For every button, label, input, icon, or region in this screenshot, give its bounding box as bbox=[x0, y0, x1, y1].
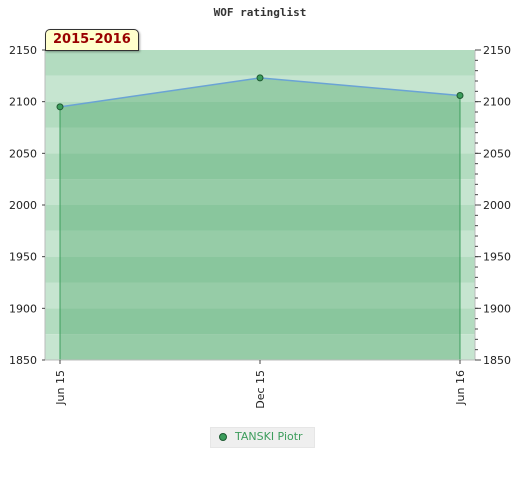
axes: 1850 1850 1900 1900 1950 1950 2000 2000 2050 2050… bbox=[9, 44, 511, 367]
band bbox=[45, 50, 475, 76]
band bbox=[45, 230, 475, 257]
y-tick-label-right: 2050 bbox=[483, 147, 511, 160]
data-point bbox=[56, 103, 64, 111]
x-tick-label: Dec 15 bbox=[254, 370, 267, 409]
y-tick-label-left: 1950 bbox=[9, 251, 37, 264]
season-badge: 2015-2016 bbox=[45, 29, 139, 51]
chart-title: WOF ratinglist bbox=[213, 6, 307, 19]
y-tick-label-right: 2150 bbox=[483, 44, 511, 57]
data-points bbox=[56, 74, 464, 111]
band bbox=[45, 308, 475, 335]
band bbox=[45, 153, 475, 180]
x-axis-labels: Jun 15 Dec 15 Jun 16 bbox=[54, 360, 467, 409]
y-tick-label-left: 2150 bbox=[9, 44, 37, 57]
series-area bbox=[59, 77, 461, 361]
y-tick-label-left: 2000 bbox=[9, 199, 37, 212]
band bbox=[45, 179, 475, 205]
legend-marker-icon bbox=[219, 433, 227, 441]
series-area-fill bbox=[60, 77, 460, 361]
band bbox=[45, 127, 475, 154]
x-tick-label: Jun 15 bbox=[54, 370, 67, 406]
data-point bbox=[256, 74, 264, 82]
band bbox=[45, 282, 475, 309]
y-tick-label-left: 2100 bbox=[9, 96, 37, 109]
y-tick-label-left: 2050 bbox=[9, 147, 37, 160]
background-bands bbox=[45, 50, 475, 360]
y-tick-label-right: 1950 bbox=[483, 251, 511, 264]
y-tick-label-left: 1900 bbox=[9, 302, 37, 315]
x-tick-label: Jun 16 bbox=[454, 370, 467, 406]
band bbox=[45, 101, 475, 128]
band bbox=[45, 256, 475, 283]
band bbox=[45, 334, 475, 360]
band bbox=[45, 205, 475, 231]
data-point bbox=[456, 91, 464, 99]
y-tick-label-right: 1850 bbox=[483, 354, 511, 367]
legend-label: TANSKI Piotr bbox=[235, 430, 303, 443]
y-tick-label-left: 1850 bbox=[9, 354, 37, 367]
y-tick-label-right: 2000 bbox=[483, 199, 511, 212]
legend[interactable]: TANSKI Piotr bbox=[210, 427, 315, 448]
y-tick-label-right: 1900 bbox=[483, 302, 511, 315]
y-tick-label-right: 2100 bbox=[483, 96, 511, 109]
